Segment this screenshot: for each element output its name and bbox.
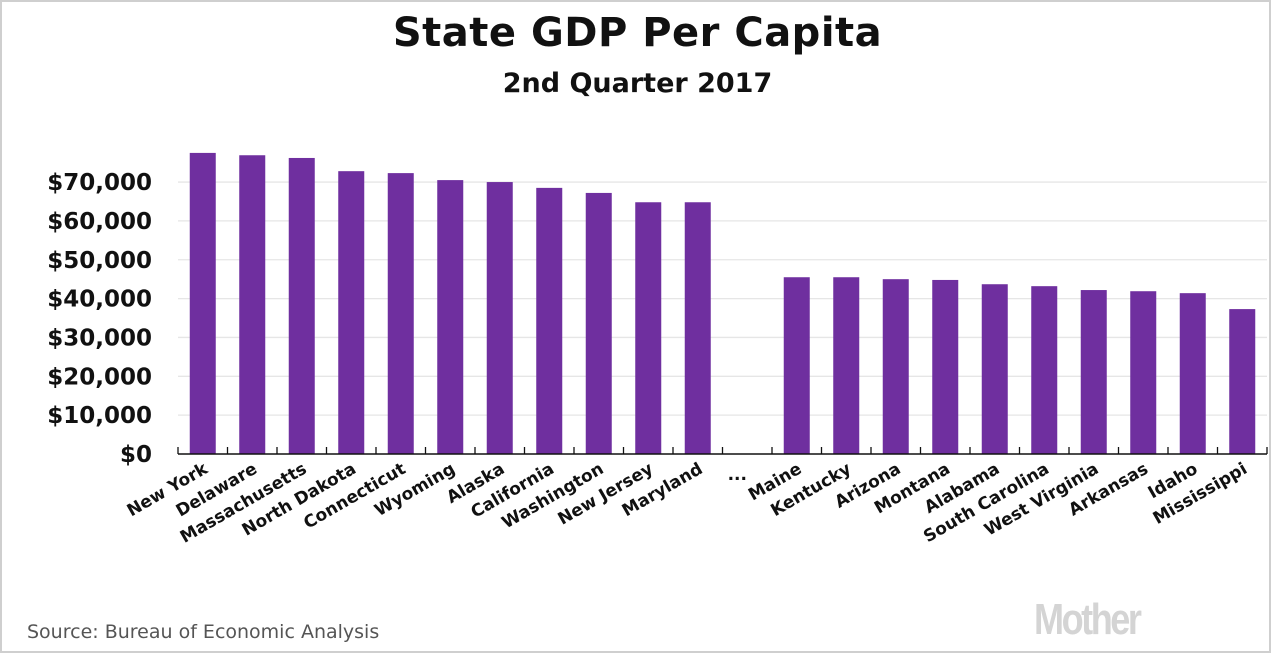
y-tick-label: $30,000 bbox=[47, 325, 152, 351]
bar bbox=[684, 202, 711, 454]
bar bbox=[437, 180, 464, 455]
y-tick-label: $60,000 bbox=[47, 209, 152, 235]
bar bbox=[536, 187, 563, 454]
bar bbox=[288, 157, 315, 454]
bar bbox=[882, 279, 909, 454]
bar bbox=[932, 279, 959, 454]
bar bbox=[585, 192, 612, 455]
bar bbox=[1179, 293, 1206, 454]
mother-jones-logo: Mother Jones bbox=[1034, 595, 1142, 651]
bar bbox=[338, 171, 365, 454]
y-tick-label: $70,000 bbox=[47, 170, 152, 196]
bar bbox=[1080, 290, 1107, 454]
chart-subtitle: 2nd Quarter 2017 bbox=[502, 68, 773, 99]
bar bbox=[387, 173, 414, 454]
y-tick-label: $40,000 bbox=[47, 287, 152, 313]
x-axis bbox=[177, 447, 1268, 455]
bar bbox=[783, 277, 810, 454]
chart-title: State GDP Per Capita bbox=[392, 10, 883, 56]
bar bbox=[189, 152, 216, 454]
bar bbox=[981, 284, 1008, 454]
bar bbox=[1130, 291, 1157, 454]
y-tick-label: $20,000 bbox=[47, 364, 152, 390]
bar bbox=[486, 182, 513, 455]
y-tick-label: $10,000 bbox=[47, 403, 152, 429]
y-axis: $0 $10,000 $20,000 $30,000 $40,000 $50,000 $60… bbox=[47, 170, 152, 468]
source-note: Source: Bureau of Economic Analysis bbox=[27, 621, 380, 643]
bar bbox=[635, 202, 662, 454]
bar bbox=[1229, 309, 1256, 454]
x-tick-label: ... bbox=[728, 465, 747, 485]
bar bbox=[239, 155, 266, 454]
bars bbox=[189, 152, 1256, 455]
bar bbox=[833, 277, 860, 454]
bar bbox=[1031, 286, 1058, 454]
y-tick-label: $0 bbox=[120, 442, 152, 468]
y-tick-label: $50,000 bbox=[47, 248, 152, 274]
